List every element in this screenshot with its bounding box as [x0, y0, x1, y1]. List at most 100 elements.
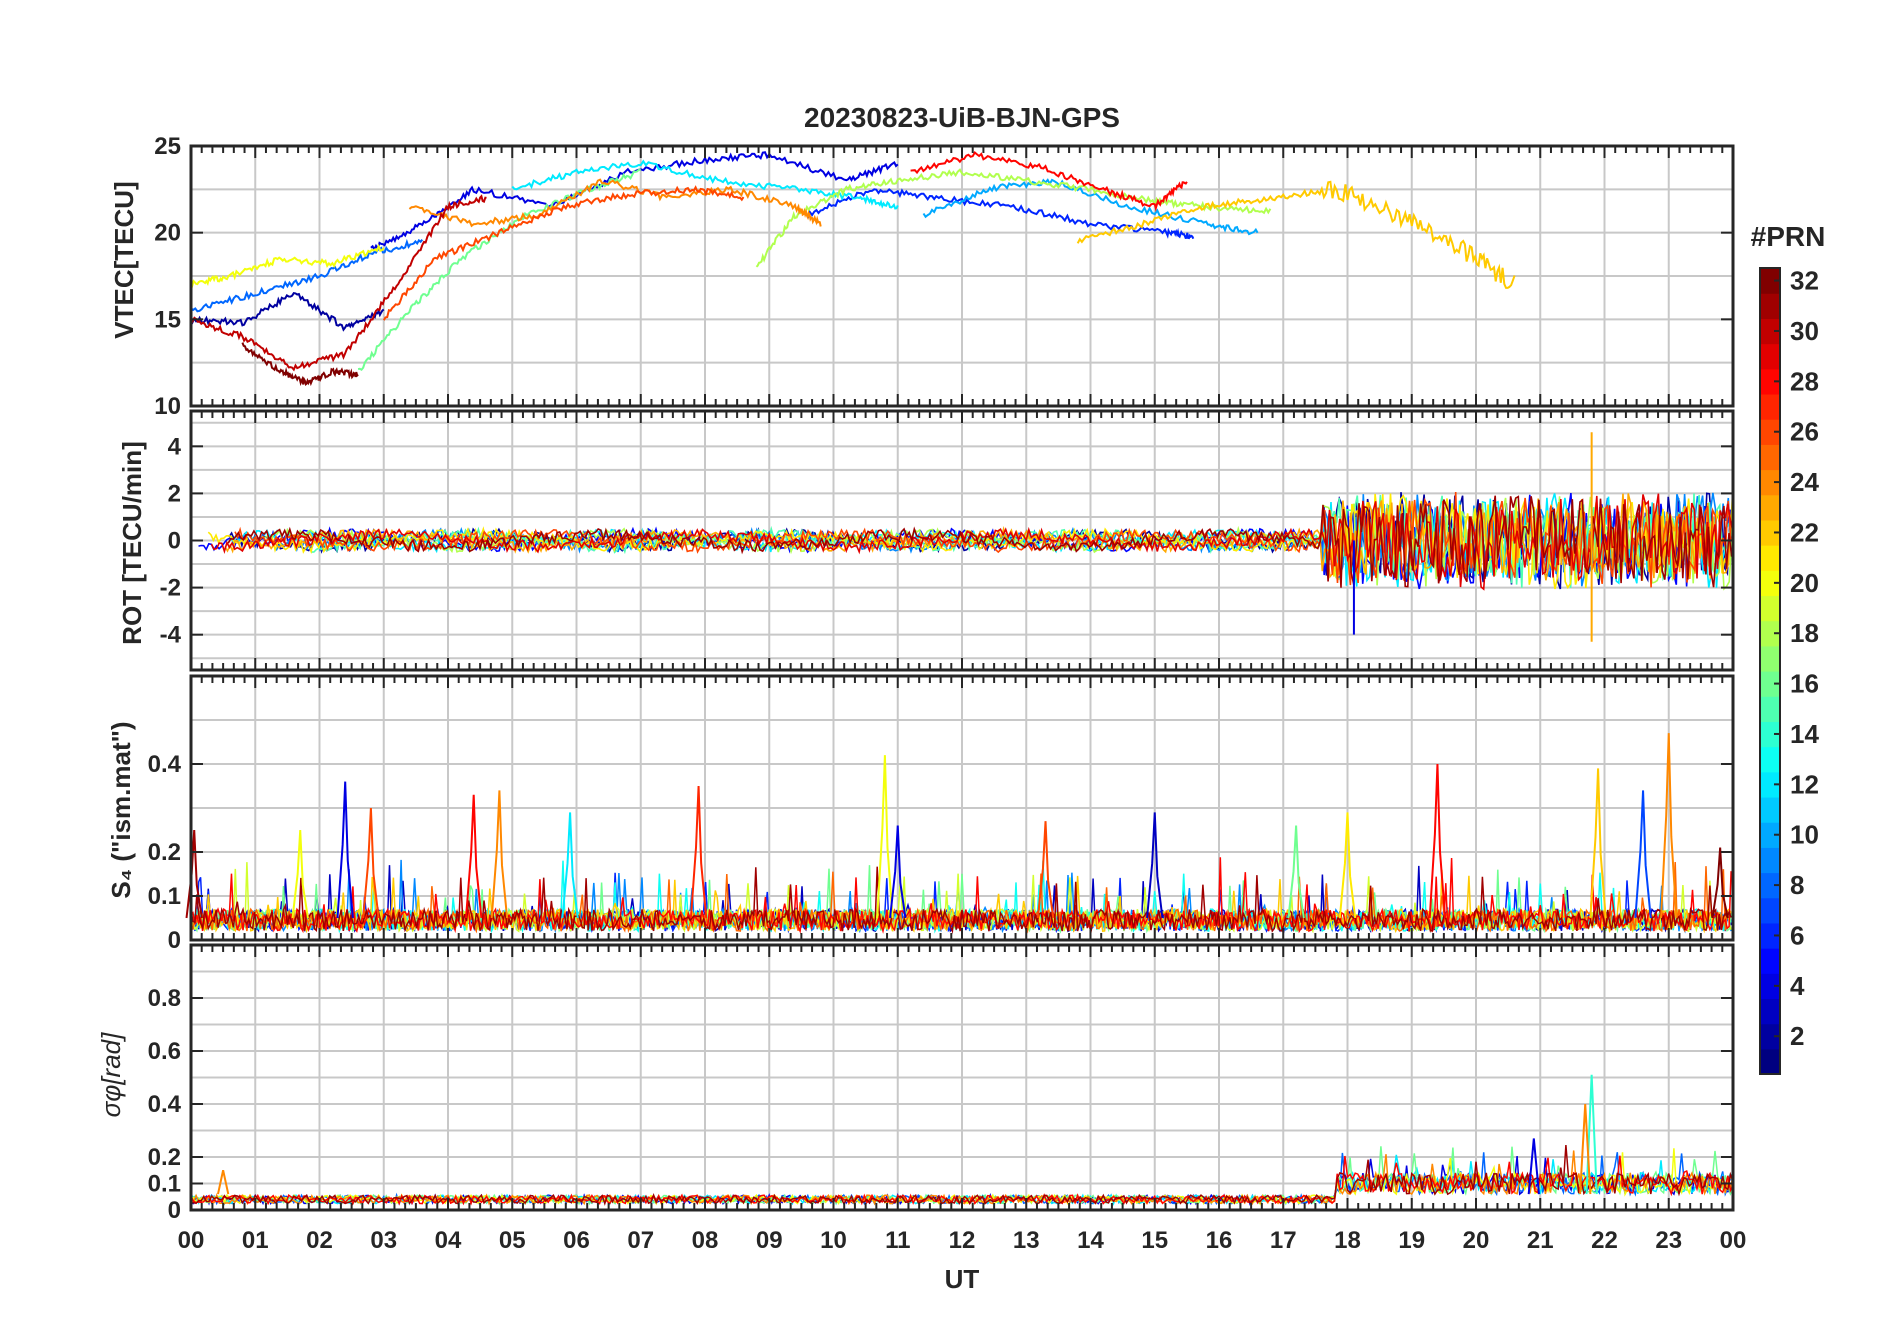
s4-peak — [362, 807, 380, 919]
colorbar-tick-label: 24 — [1790, 467, 1819, 497]
colorbar-swatch — [1760, 822, 1780, 848]
s4-peak — [464, 794, 483, 919]
x-tick-label: 22 — [1591, 1227, 1618, 1254]
x-tick-label: 18 — [1334, 1227, 1361, 1254]
colorbar-swatch — [1760, 620, 1780, 647]
x-tick-label: 20 — [1463, 1227, 1490, 1254]
colorbar-tick-label: 18 — [1790, 618, 1819, 648]
rot-ytick-label: -2 — [160, 575, 181, 602]
colorbar-tick-label: 32 — [1790, 266, 1819, 296]
colorbar-tick-label: 30 — [1790, 316, 1819, 346]
colorbar-swatch — [1760, 973, 1780, 1000]
x-tick-label: 08 — [692, 1227, 719, 1254]
rot-series-prn-29 — [210, 493, 1734, 591]
colorbar-tick-label: 12 — [1790, 769, 1819, 799]
colorbar-tick-label: 22 — [1790, 517, 1819, 547]
x-axis-label: UT — [945, 1264, 980, 1294]
colorbar-tick-label: 16 — [1790, 669, 1819, 699]
rot-ytick-label: 2 — [168, 480, 181, 507]
colorbar-swatch — [1760, 1023, 1780, 1050]
sigma-ytick-label: 0 — [168, 1197, 181, 1224]
vtec-series-prn-12 — [511, 159, 899, 210]
colorbar-swatch — [1760, 293, 1780, 319]
s4-peak — [490, 790, 509, 919]
s4-panel: 0 0.1 0.2 0.4 — [148, 674, 1735, 954]
s4-peak — [1711, 847, 1729, 919]
x-tick-label: 01 — [242, 1227, 269, 1254]
x-tick-label: 19 — [1398, 1227, 1425, 1254]
x-tick-label: 04 — [435, 1227, 462, 1254]
colorbar-swatch — [1760, 519, 1780, 546]
sigma-panel: 00.10.2 0.4 0.6 0.8 — [148, 943, 1735, 1224]
colorbar-swatch — [1760, 570, 1780, 597]
rot-series-prn-26 — [234, 491, 1732, 588]
vtec-series-prn-22 — [1076, 180, 1516, 289]
vtec-ytick-label: 15 — [154, 306, 181, 333]
vtec-series-prn-2 — [190, 292, 385, 332]
colorbar-tick-label: 6 — [1790, 920, 1804, 950]
rot-series-prn-31 — [227, 495, 1733, 588]
colorbar-swatch — [1760, 796, 1780, 823]
colorbar-tick-label: 20 — [1790, 568, 1819, 598]
s4-peak — [1660, 733, 1678, 919]
colorbar-tick-label: 28 — [1790, 366, 1819, 396]
colorbar-tick-label: 8 — [1790, 870, 1804, 900]
s4-ytick-label: 0 — [168, 927, 181, 954]
colorbar-swatch — [1760, 847, 1780, 874]
rot-frame — [189, 409, 1735, 672]
vtec-series-prn-6 — [806, 188, 1195, 240]
s4-peak — [291, 829, 309, 919]
vtec-ytick-label: 20 — [154, 220, 181, 247]
x-tick-label: 14 — [1077, 1227, 1104, 1254]
colorbar-tick-label: 26 — [1790, 417, 1819, 447]
x-tick-label: 05 — [499, 1227, 526, 1254]
x-tick-label: 12 — [949, 1227, 976, 1254]
sigma-frame — [189, 943, 1735, 1212]
vtec-ytick-label: 25 — [154, 133, 181, 160]
vtec-series-prn-18 — [755, 168, 1272, 268]
colorbar-swatch — [1760, 444, 1780, 471]
s4-series-prn-31 — [190, 866, 1732, 934]
s4-peak — [689, 785, 708, 919]
s4-ytick-label: 0.4 — [148, 751, 182, 778]
vtec-series-prn-24 — [408, 178, 822, 228]
vtec-series-prn-10 — [922, 178, 1259, 236]
x-tick-labels: 00 01 02 03 04 05 06 07 08 09 10 11 12 13 14 15 16 17 18 19… — [178, 1227, 1747, 1254]
sigma-ytick-label: 0.2 — [148, 1144, 181, 1171]
rot-ytick-label: 0 — [168, 528, 181, 555]
colorbar-swatch — [1760, 948, 1780, 974]
vtec-series-prn-26 — [382, 185, 745, 321]
sigma-ytick-label: 0.6 — [148, 1038, 181, 1065]
rot-ytick-label: -4 — [160, 622, 182, 649]
rot-ytick-label: 4 — [168, 433, 182, 460]
colorbar-swatch — [1760, 268, 1780, 294]
vtec-ytick-label: 10 — [154, 393, 181, 420]
colorbar-swatch — [1760, 872, 1780, 899]
vtec-series-prn-32 — [241, 342, 359, 387]
x-tick-label: 13 — [1013, 1227, 1040, 1254]
colorbar-swatch — [1760, 318, 1780, 345]
s4-peak — [1146, 812, 1164, 919]
colorbar-swatch — [1760, 998, 1780, 1025]
colorbar-swatch — [1760, 897, 1780, 924]
rot-series-prn-21 — [207, 493, 1734, 590]
vtec-series-prn-20 — [190, 243, 385, 289]
colorbar-tick-label: 10 — [1790, 820, 1819, 850]
sigma-peak — [1579, 1103, 1592, 1195]
vtec-series-prn-30 — [190, 194, 487, 372]
s4-ytick-label: 0.1 — [148, 883, 181, 910]
sigma-peak — [1527, 1138, 1540, 1195]
s4-peak — [1589, 768, 1607, 919]
s4-peak — [1287, 825, 1305, 919]
s4-peak — [889, 825, 907, 919]
colorbar-swatch — [1760, 469, 1780, 496]
colorbar-swatch — [1760, 922, 1780, 949]
s4-peak — [876, 755, 894, 919]
colorbar-swatch — [1760, 393, 1780, 420]
s4-peak — [1634, 790, 1652, 919]
vtec-series-prn-28 — [910, 150, 1188, 213]
sigma-ytick-label: 0.4 — [148, 1091, 182, 1118]
vtec-series-prn-8 — [190, 238, 424, 313]
rot-ylabel: ROT [TECU/min] — [117, 441, 147, 645]
